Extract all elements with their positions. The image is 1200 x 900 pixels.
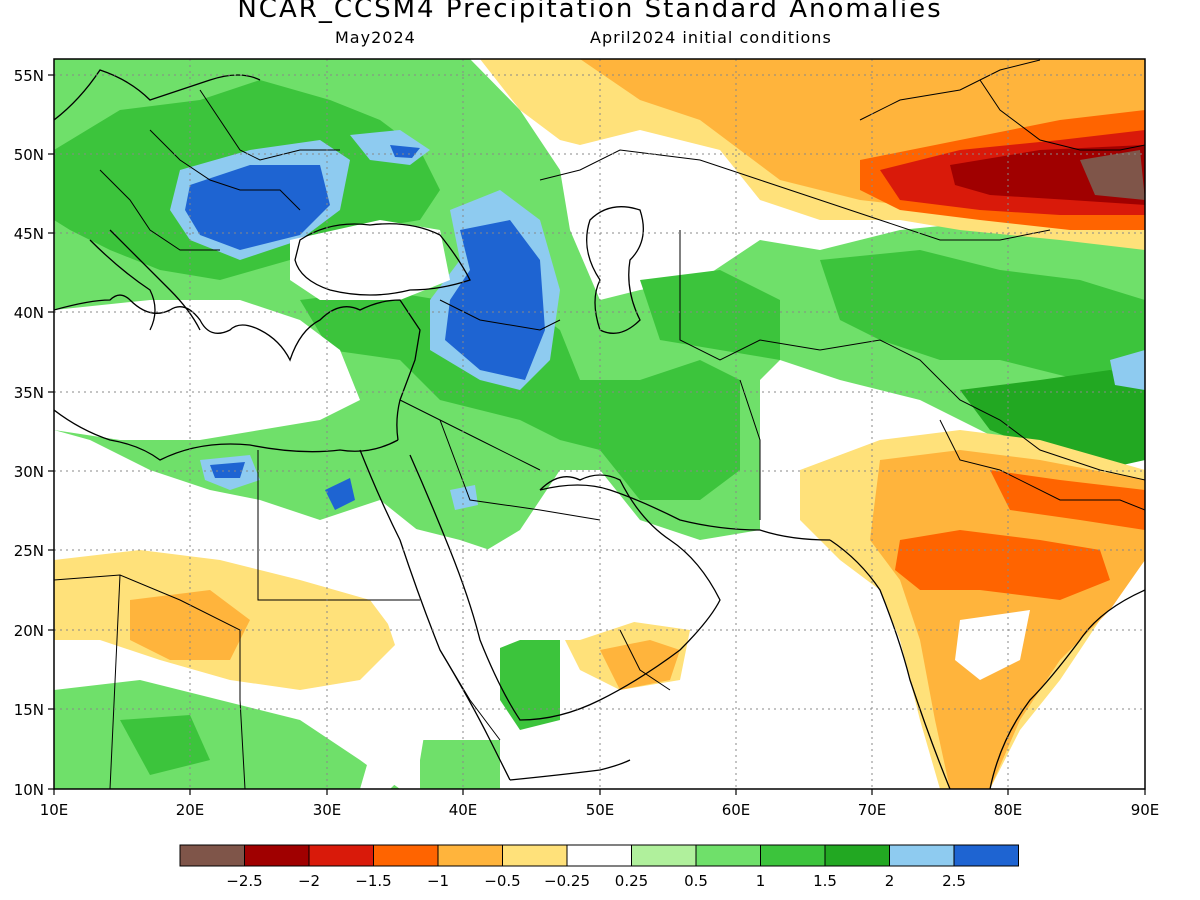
colorbar-swatch	[631, 844, 697, 867]
coastlines	[54, 69, 1145, 789]
colorbar-swatch	[308, 844, 374, 867]
central-asia-brown-max	[1080, 150, 1145, 200]
colorbar-tick-label: −0.25	[544, 872, 590, 890]
sahel-green	[54, 680, 400, 789]
x-tick-label: 50E	[586, 801, 615, 819]
x-tick-label: 60E	[722, 801, 751, 819]
colorbar-swatch	[502, 844, 568, 867]
x-tick-label: 80E	[994, 801, 1023, 819]
india-white-hole	[955, 610, 1030, 680]
colorbar-tick-label: −2	[298, 872, 320, 890]
colorbar-tick-label: 1	[756, 872, 766, 890]
mediterranean-white	[54, 300, 360, 440]
colorbar-tick-label: 0.5	[684, 872, 708, 890]
colorbar-tick-label: −1.5	[355, 872, 391, 890]
axis-ticks	[48, 74, 1146, 795]
y-tick-label: 55N	[14, 67, 44, 85]
colorbar-tick-label: −2.5	[226, 872, 262, 890]
saudi-light-blue	[450, 485, 478, 510]
arabia-light-orange	[600, 640, 680, 690]
anomaly-field	[54, 59, 1145, 789]
egypt-blue-core	[210, 462, 245, 478]
anatolia-caucasus-blue	[445, 220, 545, 380]
colorbar-tick-label: 1.5	[813, 872, 837, 890]
x-tick-labels: 10E 20E 30E 40E 50E 60E 70E 80E 90E	[40, 801, 1160, 819]
y-tick-label: 25N	[14, 542, 44, 560]
x-tick-label: 20E	[176, 801, 205, 819]
colorbar-swatch	[760, 844, 826, 867]
yemen-green	[500, 640, 560, 730]
blacksea-white	[290, 220, 450, 300]
ethiopia-green	[420, 740, 500, 789]
x-tick-label: 30E	[313, 801, 342, 819]
colorbar-swatch	[695, 844, 761, 867]
colorbar-swatch	[824, 844, 890, 867]
x-tick-label: 90E	[1131, 801, 1160, 819]
gridlines	[54, 59, 1145, 789]
colorbar-swatch	[566, 844, 632, 867]
y-tick-labels: 55N 50N 45N 40N 35N 30N 25N 20N 15N 10N	[14, 67, 44, 799]
india-orange	[895, 530, 1110, 600]
caspian-green	[640, 270, 780, 360]
arabia-white	[360, 520, 700, 789]
init-conditions-label: April2024 initial conditions	[590, 28, 832, 47]
y-tick-label: 20N	[14, 622, 44, 640]
north-white-gap	[560, 130, 760, 220]
colorbar-swatch	[889, 844, 955, 867]
indian-ocean-white	[690, 560, 910, 789]
colorbar-swatch	[373, 844, 439, 867]
sahel-green-dark	[120, 715, 210, 775]
map-title: NCAR_CCSM4 Precipitation Standard Anomal…	[237, 0, 943, 24]
y-tick-label: 15N	[14, 701, 44, 719]
colorbar-swatch	[244, 844, 310, 867]
y-tick-label: 35N	[14, 384, 44, 402]
kazakh-green	[820, 250, 1145, 400]
colorbar-swatch	[953, 844, 1019, 867]
tibet-light-blue	[1110, 350, 1145, 390]
sudan-blue	[325, 478, 355, 510]
y-tick-label: 45N	[14, 225, 44, 243]
x-tick-label: 10E	[40, 801, 69, 819]
x-tick-label: 40E	[449, 801, 478, 819]
y-tick-label: 10N	[14, 781, 44, 799]
colorbar-tick-label: −1	[427, 872, 449, 890]
balkans-romania-blue	[185, 165, 330, 250]
y-tick-label: 30N	[14, 463, 44, 481]
colorbar-tick-label: 2	[885, 872, 895, 890]
colorbar-tick-label: 0.25	[615, 872, 648, 890]
x-tick-label: 70E	[858, 801, 887, 819]
colorbar-swatch	[179, 844, 245, 867]
political-borders	[54, 59, 1145, 789]
colorbar-tick-label: −0.5	[484, 872, 520, 890]
colorbar-labels: −2.5 −2 −1.5 −1 −0.5 −0.25 0.25 0.5 1 1.5 2 2.5	[226, 872, 966, 890]
ukraine-blue	[390, 145, 420, 158]
tibet-dark-green	[960, 370, 1145, 470]
colorbar-tick-label: 2.5	[942, 872, 966, 890]
valid-month-label: May2024	[335, 28, 416, 47]
y-tick-label: 50N	[14, 146, 44, 164]
colorbar	[179, 844, 1019, 867]
turkey-iran-green	[300, 290, 740, 500]
y-tick-label: 40N	[14, 304, 44, 322]
colorbar-swatch	[437, 844, 503, 867]
